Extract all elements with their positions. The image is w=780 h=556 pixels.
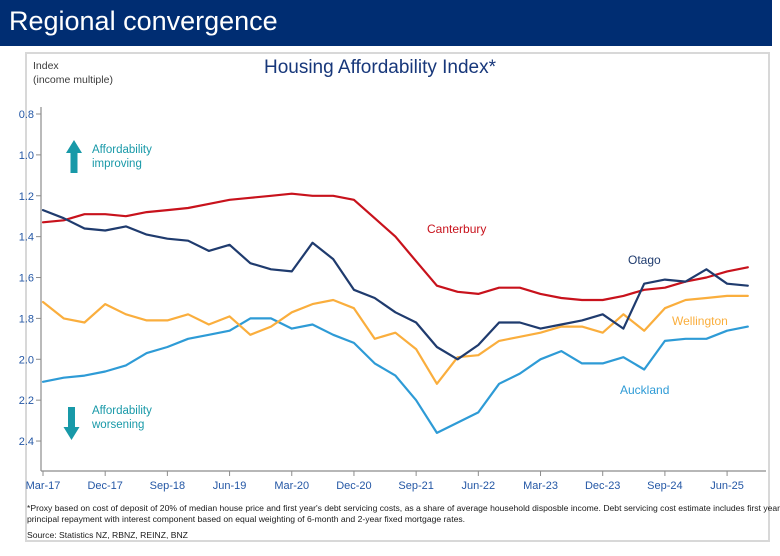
series-label-auckland: Auckland [620, 383, 669, 397]
x-tick-label: Mar-20 [274, 480, 309, 492]
y-tick-label: 2.4 [19, 436, 34, 448]
x-tick-label: Mar-23 [523, 480, 558, 492]
series-label-otago: Otago [628, 253, 661, 267]
y-tick-label: 2.2 [19, 395, 34, 407]
series-line-otago [41, 208, 749, 361]
annotation-worsening-line2: worsening [91, 419, 144, 431]
source-line: Source: Statistics NZ, RBNZ, REINZ, BNZ [27, 530, 188, 540]
y-tick-label: 0.8 [19, 109, 34, 121]
annotation-improving-line1: Affordability [92, 144, 152, 156]
y-tick-label: 1.8 [19, 313, 34, 325]
y-tick-label: 1.2 [19, 191, 34, 203]
y-axis-unit-line2: (income multiple) [33, 73, 113, 86]
chart-title: Housing Affordability Index* [263, 57, 497, 78]
series-label-canterbury: Canterbury [427, 222, 486, 236]
x-tick-label: Jun-19 [213, 480, 247, 492]
series-line-canterbury [41, 192, 749, 302]
x-tick-label: Sep-21 [398, 480, 433, 492]
series-line-auckland [41, 317, 749, 434]
footnote-line2: principal repayment with interest compon… [27, 514, 466, 524]
y-tick-label: 1.0 [19, 150, 34, 162]
header-bar: Regional convergence [0, 0, 772, 46]
slide-content-box [25, 52, 770, 542]
annotation-improving-line2: improving [92, 158, 142, 170]
annotation-worsening-line1: Affordability [92, 405, 152, 417]
x-tick-label: Dec-17 [87, 480, 122, 492]
housing-affordability-chart: Affordability improving Affordability wo… [19, 107, 766, 492]
x-tick-label: Dec-20 [336, 480, 371, 492]
x-tick-label: Sep-24 [647, 480, 682, 492]
y-tick-label: 2.0 [19, 354, 34, 366]
chart-dynamic-layer: 0.8 1.0 1.2 1.4 1.6 1.8 2.0 2.2 2.4 Mar-17 Dec-17 S… [19, 109, 749, 492]
y-axis-unit-label: Index (income multiple) [33, 60, 113, 87]
y-axis-unit-line1: Index [33, 60, 59, 72]
x-tick-label: Sep-18 [150, 480, 185, 492]
x-tick-label: Mar-17 [26, 480, 61, 492]
y-tick-label: 1.4 [19, 232, 34, 244]
series-line-wellington [41, 294, 749, 385]
page-title: Regional convergence [9, 6, 278, 36]
series-label-wellington: Wellington [672, 314, 728, 328]
footnote-line1: *Proxy based on cost of deposit of 20% o… [27, 503, 780, 513]
x-tick-label: Jun-25 [710, 480, 744, 492]
affordability-worsening-arrow-icon [63, 407, 80, 440]
y-tick-label: 1.6 [19, 273, 34, 285]
affordability-improving-arrow-icon [66, 140, 82, 173]
x-tick-label: Jun-22 [462, 480, 496, 492]
x-tick-label: Dec-23 [585, 480, 620, 492]
